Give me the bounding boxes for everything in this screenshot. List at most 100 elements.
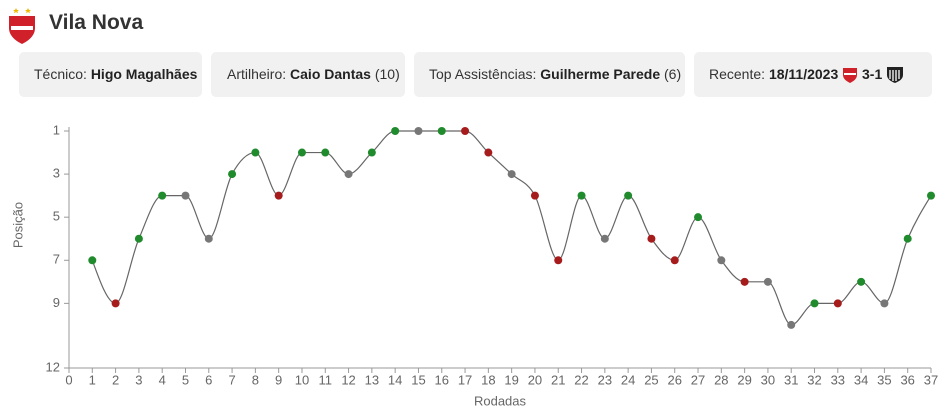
info-card: Top Assistências: Guilherme Parede (6) <box>414 52 685 97</box>
round-point <box>927 191 935 200</box>
x-axis-label: Rodadas <box>474 393 527 408</box>
round-point <box>274 191 283 200</box>
x-tick-label: 21 <box>551 372 565 387</box>
x-tick-label: 28 <box>714 372 728 387</box>
round-point <box>414 127 423 135</box>
away-logo <box>887 67 904 83</box>
round-point <box>600 234 609 243</box>
info-card: Técnico: Higo Magalhães <box>19 52 202 97</box>
round-point <box>251 148 260 157</box>
x-tick-label: 37 <box>924 372 938 387</box>
round-point <box>740 277 749 286</box>
round-point <box>624 191 633 200</box>
x-tick-label: 24 <box>621 372 635 387</box>
x-tick-label: 29 <box>737 372 751 387</box>
round-point <box>787 320 796 329</box>
x-tick-label: 27 <box>691 372 705 387</box>
position-line <box>91 130 932 326</box>
card-label: Recente: <box>709 66 766 82</box>
round-point <box>670 256 679 265</box>
round-point <box>461 127 470 135</box>
round-point <box>437 127 446 135</box>
round-point <box>903 234 912 243</box>
team-logo <box>9 8 35 44</box>
x-tick-label: 6 <box>205 372 212 387</box>
y-tick-label: 7 <box>53 252 60 267</box>
card-extra: (6) <box>664 66 682 82</box>
round-point <box>530 191 539 200</box>
x-tick-label: 15 <box>411 372 425 387</box>
x-tick-label: 22 <box>574 372 588 387</box>
x-tick-label: 32 <box>807 372 821 387</box>
y-tick-label: 5 <box>53 209 60 224</box>
x-tick-label: 18 <box>481 372 495 387</box>
card-value: Higo Magalhães <box>90 66 198 82</box>
round-point <box>158 191 167 200</box>
x-tick-label: 7 <box>228 372 235 387</box>
round-point <box>507 170 516 179</box>
round-point <box>204 234 213 243</box>
x-tick-label: 9 <box>275 372 282 387</box>
x-tick-label: 20 <box>528 372 542 387</box>
x-tick-label: 2 <box>112 372 119 387</box>
round-point <box>810 299 819 308</box>
x-tick-label: 30 <box>761 372 775 387</box>
home-logo <box>843 68 858 83</box>
card-value: Guilherme Parede <box>540 66 661 82</box>
x-tick-label: 12 <box>341 372 355 387</box>
x-tick-label: 16 <box>435 372 449 387</box>
x-tick-label: 35 <box>877 372 891 387</box>
x-tick-label: 0 <box>65 372 72 387</box>
round-point <box>484 148 493 157</box>
round-point <box>391 127 400 135</box>
round-point <box>554 256 563 265</box>
x-tick-label: 8 <box>252 372 259 387</box>
x-tick-label: 19 <box>504 372 518 387</box>
team-name: Vila Nova <box>49 11 144 34</box>
round-point <box>577 191 586 200</box>
round-point <box>880 299 889 308</box>
x-tick-label: 25 <box>644 372 658 387</box>
x-tick-label: 4 <box>159 372 166 387</box>
card-label: Artilheiro: <box>227 66 287 82</box>
round-point <box>647 234 656 243</box>
round-point <box>367 148 376 157</box>
x-tick-label: 1 <box>89 372 96 387</box>
x-tick-label: 3 <box>135 372 142 387</box>
x-tick-label: 17 <box>458 372 472 387</box>
round-point <box>134 234 143 243</box>
y-tick-label: 1 <box>53 122 60 137</box>
score: 3-1 <box>862 66 883 82</box>
round-point <box>694 213 703 222</box>
round-point <box>857 277 866 286</box>
y-axis-label: Posição <box>10 202 25 248</box>
x-tick-label: 34 <box>854 372 868 387</box>
x-tick-label: 36 <box>900 372 914 387</box>
x-tick-label: 31 <box>784 372 798 387</box>
card-value: Caio Dantas <box>290 66 371 82</box>
round-point <box>344 170 353 179</box>
round-point <box>763 277 772 286</box>
round-point <box>228 170 237 179</box>
y-tick-label: 3 <box>53 166 60 181</box>
round-point <box>297 148 306 157</box>
x-tick-label: 33 <box>831 372 845 387</box>
x-tick-label: 23 <box>598 372 612 387</box>
x-tick-label: 26 <box>667 372 681 387</box>
x-tick-label: 5 <box>182 372 189 387</box>
round-point <box>181 191 190 200</box>
y-tick-label: 9 <box>53 295 60 310</box>
info-card: Artilheiro: Caio Dantas (10) <box>211 52 405 97</box>
round-point <box>111 299 120 308</box>
round-point <box>833 299 842 308</box>
x-tick-label: 10 <box>295 372 309 387</box>
round-point <box>321 148 330 157</box>
card-value: 18/11/2023 <box>768 66 839 82</box>
x-tick-label: 11 <box>319 372 333 387</box>
card-extra: (10) <box>374 66 400 82</box>
card-label: Top Assistências: <box>429 66 537 82</box>
y-tick-label: 12 <box>46 359 60 374</box>
round-point <box>88 256 97 265</box>
